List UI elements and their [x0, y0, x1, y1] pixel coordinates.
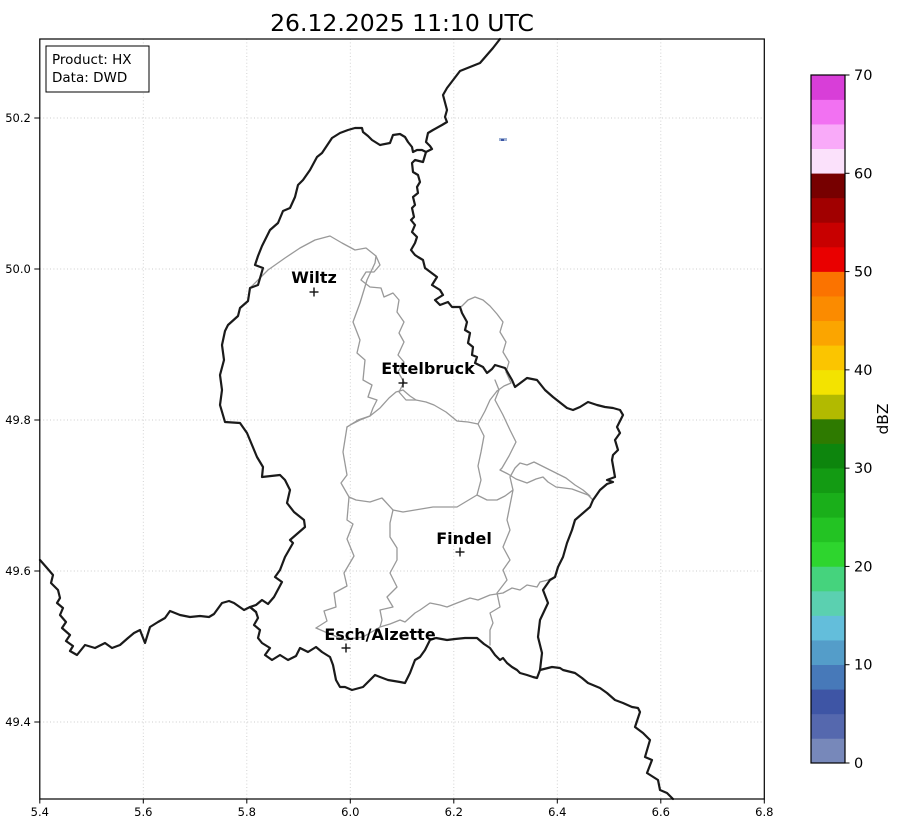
colorbar-tick-label: 10 [854, 658, 872, 674]
canton-border-path [346, 255, 378, 428]
colorbar-band [811, 197, 845, 223]
colorbar-unit-label: dBZ [874, 403, 892, 434]
colorbar-band [811, 516, 845, 543]
city-annotations: Wiltz Ettelbruck Findel Esch/Alzette [291, 268, 492, 653]
colorbar-tick-label: 50 [854, 265, 872, 281]
x-axis-tick-label: 6.0 [341, 805, 359, 819]
city-label: Esch/Alzette [324, 625, 436, 644]
city-annotation: Ettelbruck [381, 359, 475, 388]
colorbar-band [811, 99, 845, 125]
canton-border-path [459, 296, 512, 392]
colorbar-band [811, 369, 845, 395]
y-axis-tick-label: 50.2 [5, 111, 31, 125]
info-box: Product: HX Data: DWD [45, 45, 150, 93]
radar-echo-pixel [501, 139, 504, 141]
colorbar-band [811, 590, 845, 616]
x-axis-tick-label: 5.4 [31, 805, 49, 819]
city-label: Findel [436, 529, 492, 548]
x-axis-tick-label: 5.6 [134, 805, 152, 819]
radar-echo-cells [499, 138, 507, 141]
axes: 5.4 5.6 5.8 6.0 6.2 6.4 6.6 6.8 50.2 50.0 49.8 49.6… [5, 38, 773, 819]
info-box-source: Data: DWD [52, 70, 127, 86]
colorbar-tick-label: 0 [854, 756, 863, 772]
colorbar-band [811, 148, 845, 174]
national-border-path [424, 37, 502, 154]
x-axis-tick-label: 6.2 [445, 805, 463, 819]
x-axis-tick-label: 6.8 [755, 805, 773, 819]
colorbar-tick-label: 20 [854, 559, 872, 575]
canton-borders [249, 235, 594, 646]
canton-border-path [489, 489, 514, 646]
colorbar-tick-label: 70 [854, 68, 872, 84]
y-axis-tick-label: 50.0 [5, 262, 31, 276]
national-borders [38, 37, 675, 801]
city-annotation: Esch/Alzette [324, 625, 436, 653]
national-border-path [38, 558, 258, 657]
canton-border-path [494, 379, 594, 501]
colorbar-band [811, 639, 845, 666]
colorbar-tick-label: 30 [854, 461, 872, 477]
plot-frame [39, 38, 765, 800]
canton-border-path [249, 235, 498, 425]
colorbar-band [811, 443, 845, 469]
colorbar-band [811, 566, 845, 592]
colorbar-band [811, 713, 845, 739]
canton-border-path [340, 423, 485, 513]
city-label: Wiltz [291, 268, 337, 287]
city-annotation: Findel [436, 529, 492, 557]
canton-border-path [346, 389, 417, 428]
y-axis-tick-label: 49.4 [5, 715, 31, 729]
canton-border-path [315, 576, 556, 641]
colorbar-band [811, 246, 845, 272]
info-box-product: Product: HX [52, 52, 132, 68]
info-box-frame [45, 45, 150, 93]
x-axis-tick-label: 6.4 [548, 805, 566, 819]
x-axis-tick-label: 6.6 [652, 805, 670, 819]
canton-border-path [476, 461, 591, 501]
colorbar-band [811, 541, 845, 567]
colorbar-band [811, 492, 845, 518]
city-annotation: Wiltz [291, 268, 337, 297]
national-border-path [538, 665, 675, 801]
colorbar-band [811, 615, 845, 641]
colorbar-band [811, 295, 845, 322]
city-label: Ettelbruck [381, 359, 475, 378]
colorbar-band [811, 418, 845, 444]
colorbar: 0 10 20 30 40 50 60 70 [811, 68, 872, 772]
national-border-path [218, 126, 625, 692]
canton-border-path [379, 509, 398, 628]
grid-lines [39, 39, 765, 799]
colorbar-band [811, 172, 845, 199]
plot-title: 26.12.2025 11:10 UTC [270, 9, 534, 37]
colorbar-band [811, 320, 845, 346]
colorbar-band [811, 738, 845, 764]
colorbar-band [811, 222, 845, 248]
y-axis-tick-label: 49.8 [5, 413, 31, 427]
colorbar-band [811, 74, 845, 100]
colorbar-tick-label: 60 [854, 166, 872, 182]
x-axis-tick-label: 5.8 [238, 805, 256, 819]
y-axis-tick-label: 49.6 [5, 564, 31, 578]
colorbar-band [811, 123, 845, 150]
colorbar-band [811, 344, 845, 371]
colorbar-band [811, 664, 845, 690]
canton-border-path [315, 496, 355, 629]
colorbar-frame [810, 74, 846, 764]
colorbar-band [811, 271, 845, 297]
colorbar-band [811, 688, 845, 715]
colorbar-band [811, 467, 845, 494]
colorbar-band [811, 394, 845, 420]
colorbar-frame-group: dBZ [810, 74, 892, 764]
colorbar-tick-label: 40 [854, 363, 872, 379]
